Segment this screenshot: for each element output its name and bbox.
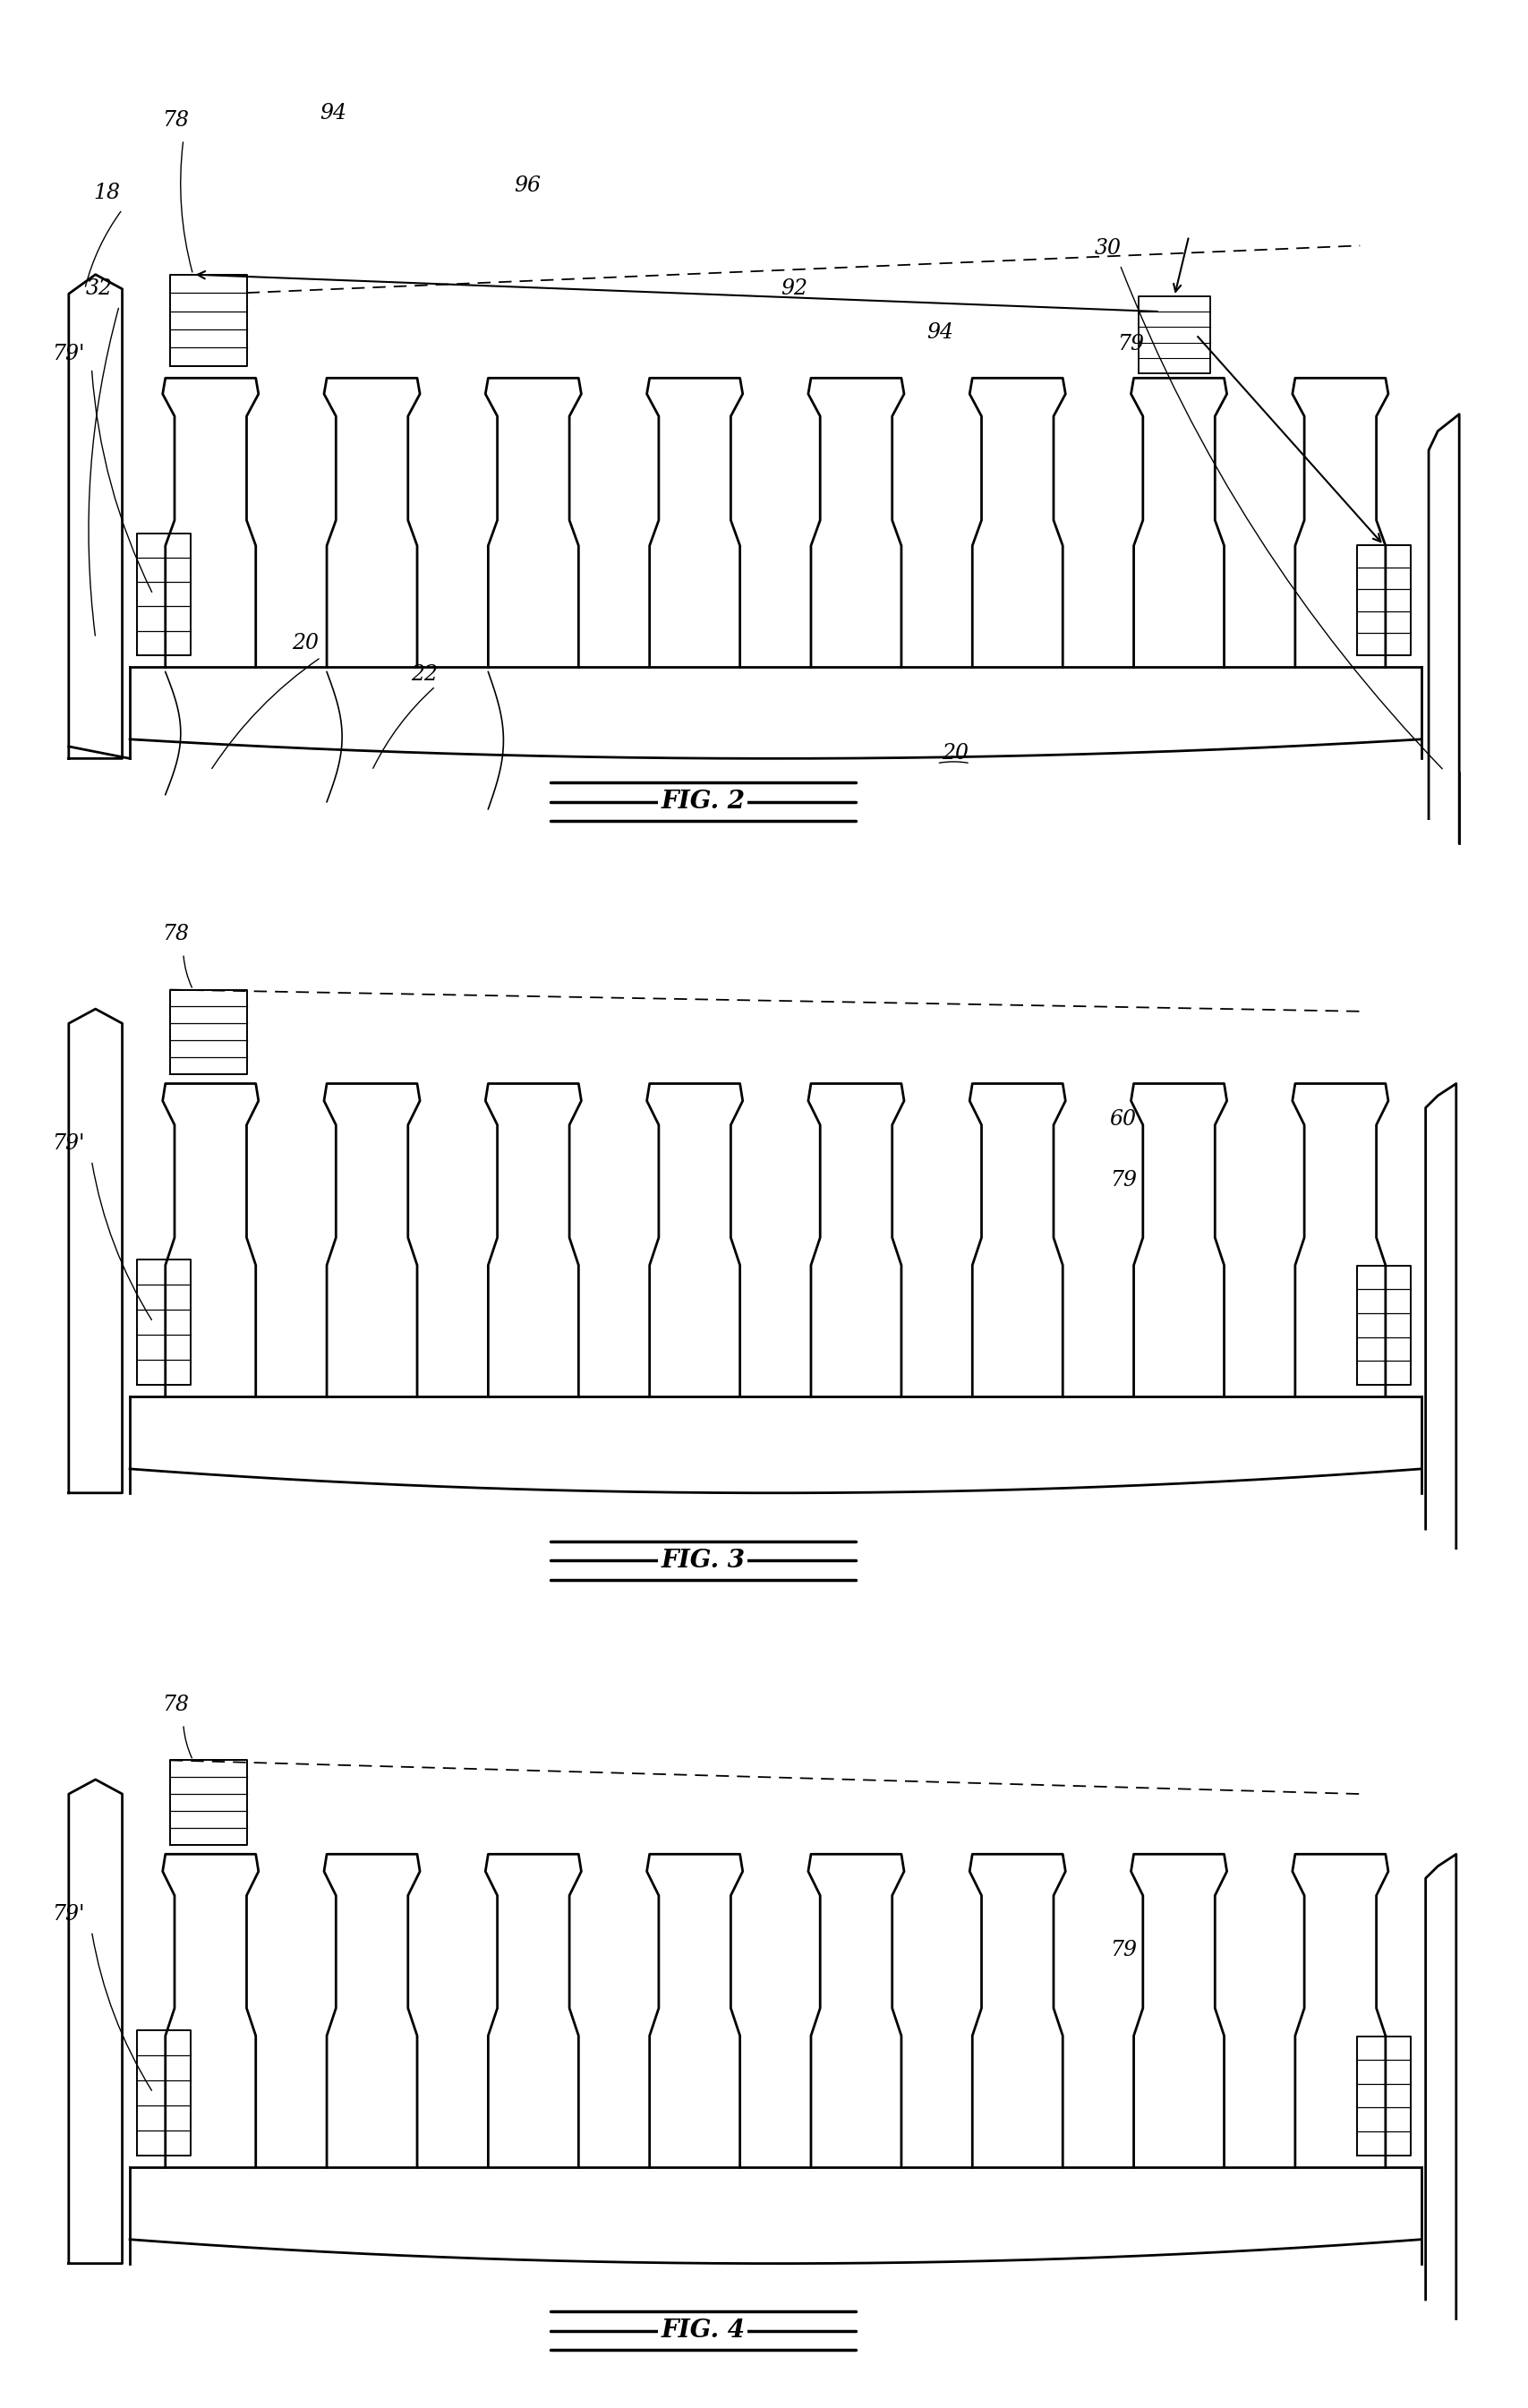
Text: 20: 20 [292,633,319,653]
Text: 22: 22 [411,665,439,684]
Text: 79': 79' [52,1134,86,1153]
Text: 60: 60 [1109,1110,1137,1129]
Text: 94: 94 [319,104,347,123]
Text: 79': 79' [52,1905,86,1924]
Text: 78: 78 [162,111,189,130]
Text: FIG. 2: FIG. 2 [660,790,746,814]
Text: 79': 79' [52,344,86,364]
Text: 92: 92 [781,279,808,299]
Text: 78: 78 [162,1695,189,1714]
Text: 18: 18 [93,183,121,202]
Text: 20: 20 [941,744,969,763]
Text: 79: 79 [1109,1941,1137,1960]
Text: FIG. 3: FIG. 3 [660,1548,746,1572]
Text: 32: 32 [86,279,113,299]
Text: 79: 79 [1117,335,1144,354]
Text: 30: 30 [1094,238,1122,258]
Text: 94: 94 [926,323,953,342]
Text: 96: 96 [513,176,541,195]
Text: 78: 78 [162,925,189,944]
Text: 79: 79 [1109,1170,1137,1190]
Text: FIG. 4: FIG. 4 [660,2319,746,2343]
